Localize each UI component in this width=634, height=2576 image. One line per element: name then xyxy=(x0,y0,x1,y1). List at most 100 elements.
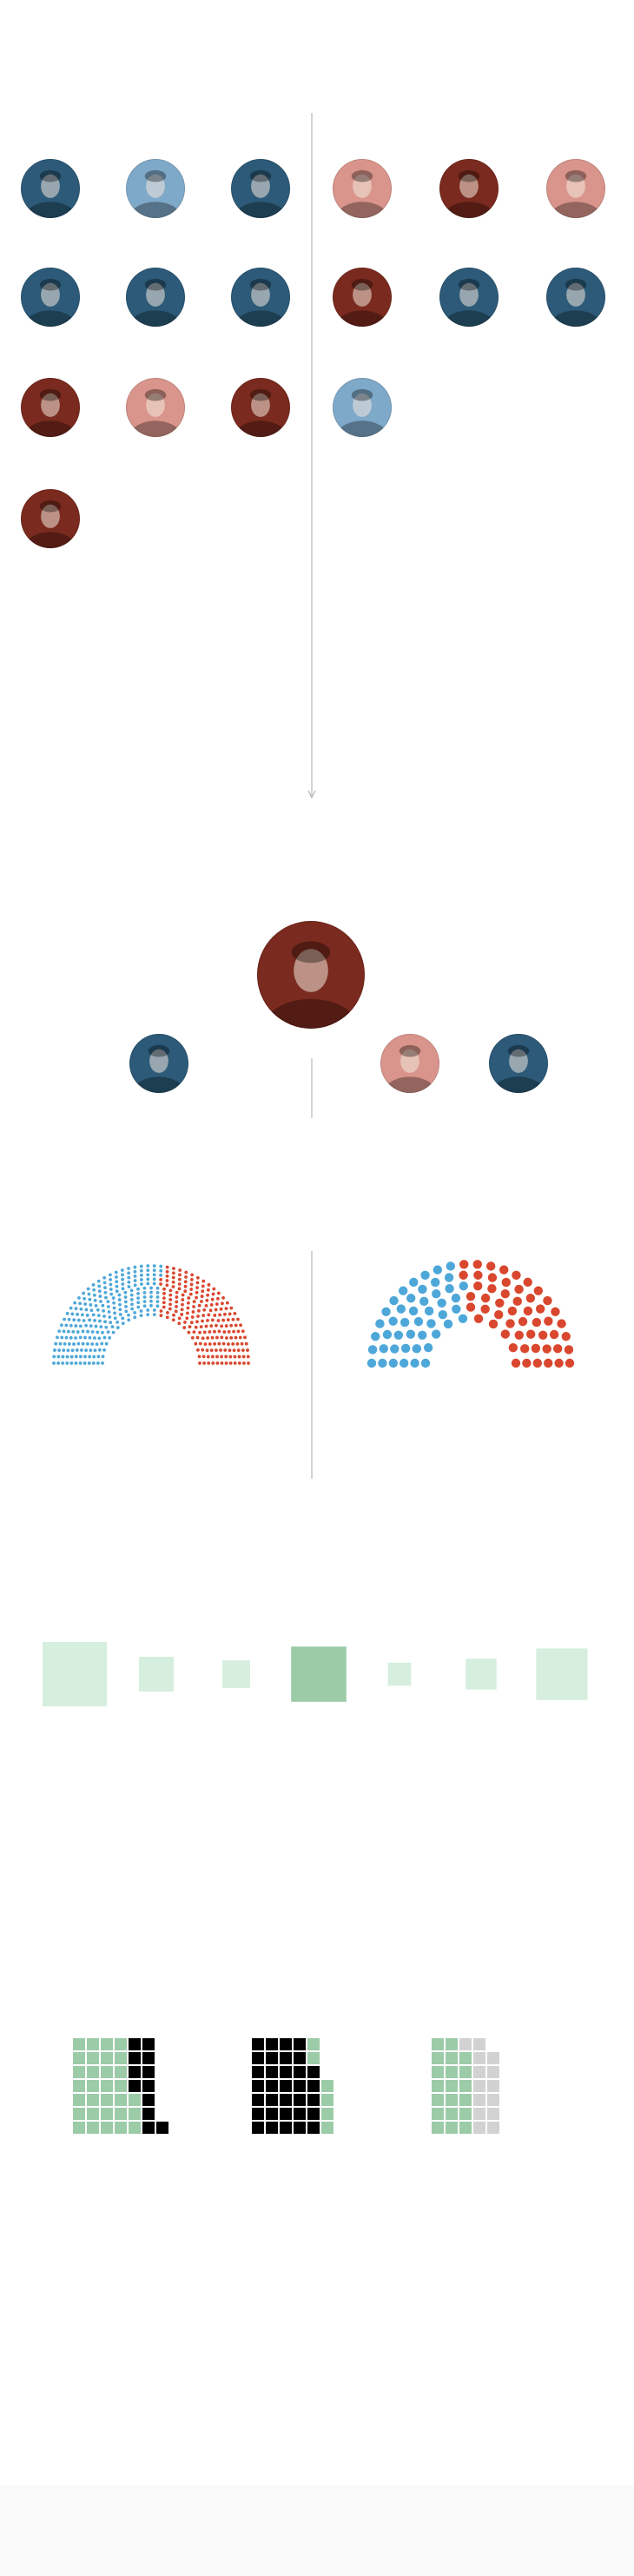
house-dem-seat xyxy=(76,1312,79,1316)
waffle-cell-green xyxy=(115,2122,127,2134)
house-rep-seat xyxy=(174,1309,178,1314)
house-dem-seat xyxy=(127,1271,131,1275)
house-dem-seat xyxy=(108,1336,112,1340)
senate-rep-seat xyxy=(473,1270,483,1280)
house-dem-seat xyxy=(133,1269,137,1274)
house-rep-seat xyxy=(210,1297,215,1301)
house-rep-seat xyxy=(171,1275,175,1280)
portrait-6 xyxy=(546,159,605,218)
senate-dem-seat xyxy=(443,1319,453,1329)
house-dem-seat xyxy=(72,1342,76,1346)
house-dem-seat xyxy=(146,1264,150,1268)
senate-rep-seat xyxy=(487,1273,498,1282)
house-rep-seat xyxy=(195,1275,200,1280)
house-rep-seat xyxy=(182,1326,187,1329)
house-rep-seat xyxy=(196,1314,200,1318)
house-dem-seat xyxy=(127,1318,131,1322)
leader-portrait-president xyxy=(257,921,365,1029)
house-rep-seat xyxy=(212,1287,216,1291)
waffle-cell-black xyxy=(142,2052,155,2064)
waffle-cell-black xyxy=(266,2108,278,2120)
square-1 xyxy=(43,1642,107,1706)
senate-rep-seat xyxy=(505,1319,515,1328)
house-rep-seat xyxy=(201,1319,204,1323)
house-dem-seat xyxy=(62,1348,66,1353)
waffle-cell-black xyxy=(294,2108,306,2120)
house-dem-seat xyxy=(69,1335,73,1340)
house-rep-seat xyxy=(228,1348,232,1353)
senate-dem-seat xyxy=(420,1358,431,1368)
house-dem-seat xyxy=(56,1335,59,1340)
house-rep-seat xyxy=(216,1291,221,1295)
house-rep-seat xyxy=(231,1342,235,1346)
house-rep-seat xyxy=(181,1302,184,1307)
waffle-cell-green xyxy=(73,2038,85,2050)
house-dem-seat xyxy=(91,1282,96,1287)
house-dem-seat xyxy=(139,1264,143,1268)
waffle-cell-grey xyxy=(487,2080,499,2092)
house-dem-seat xyxy=(61,1361,65,1365)
house-dem-seat xyxy=(146,1313,150,1317)
house-rep-seat xyxy=(168,1307,172,1311)
senate-dem-seat xyxy=(418,1284,427,1295)
waffle-cell-green xyxy=(115,2066,127,2078)
house-rep-seat xyxy=(189,1288,194,1291)
house-dem-seat xyxy=(76,1341,81,1346)
house-rep-seat xyxy=(229,1306,234,1310)
senate-dem-seat xyxy=(419,1296,429,1307)
waffle-cell-green xyxy=(307,2038,320,2050)
senate-dem-seat xyxy=(437,1298,446,1308)
waffle-cell-green xyxy=(459,2080,472,2092)
waffle-cell-green xyxy=(87,2108,99,2120)
house-dem-seat xyxy=(115,1289,119,1294)
house-dem-seat xyxy=(130,1307,135,1311)
house-rep-seat xyxy=(215,1302,219,1306)
house-dem-seat xyxy=(133,1279,137,1282)
senate-dem-seat xyxy=(367,1358,377,1368)
house-dem-seat xyxy=(133,1311,137,1314)
house-dem-seat xyxy=(112,1306,116,1310)
senate-dem-seat xyxy=(390,1344,400,1354)
waffle-cell-black xyxy=(252,2052,264,2064)
house-rep-seat xyxy=(237,1354,241,1359)
waffle-cell-black xyxy=(307,2080,320,2092)
house-dem-seat xyxy=(121,1287,125,1291)
house-dem-seat xyxy=(120,1268,124,1272)
house-dem-seat xyxy=(90,1342,95,1346)
waffle-cell-black xyxy=(307,2066,320,2078)
waffle-cell-green xyxy=(101,2038,113,2050)
house-rep-seat xyxy=(242,1361,246,1365)
waffle-cell-grey xyxy=(487,2094,499,2106)
house-rep-seat xyxy=(233,1361,237,1365)
house-rep-seat xyxy=(181,1298,185,1301)
house-rep-seat xyxy=(201,1336,205,1341)
house-dem-seat xyxy=(74,1354,78,1359)
house-rep-seat xyxy=(183,1321,187,1324)
senate-dem-seat xyxy=(433,1265,443,1275)
house-dem-seat xyxy=(93,1298,97,1302)
senate-rep-seat xyxy=(535,1304,545,1314)
waffle-cell-black xyxy=(280,2094,292,2106)
house-dem-seat xyxy=(78,1354,83,1359)
portrait-8 xyxy=(126,268,185,327)
house-dem-seat xyxy=(64,1335,69,1340)
house-rep-seat xyxy=(219,1348,222,1352)
house-dem-seat xyxy=(67,1342,71,1346)
waffle-cell-black xyxy=(142,2038,155,2050)
house-dem-seat xyxy=(106,1330,110,1334)
house-dem-seat xyxy=(121,1321,125,1326)
house-dem-seat xyxy=(52,1354,56,1359)
senate-dem-seat xyxy=(406,1329,416,1339)
house-rep-seat xyxy=(184,1270,188,1275)
house-rep-seat xyxy=(180,1313,184,1316)
waffle-cell-green xyxy=(446,2052,458,2064)
senate-rep-seat xyxy=(512,1270,521,1280)
house-seat-chart xyxy=(52,1264,250,1365)
house-dem-seat xyxy=(139,1309,143,1313)
house-rep-seat xyxy=(201,1314,206,1318)
house-dem-seat xyxy=(89,1348,93,1353)
house-rep-seat xyxy=(208,1308,213,1313)
house-rep-seat xyxy=(215,1348,218,1352)
house-dem-seat xyxy=(123,1295,128,1299)
proportional-squares-chart xyxy=(43,1642,588,1706)
